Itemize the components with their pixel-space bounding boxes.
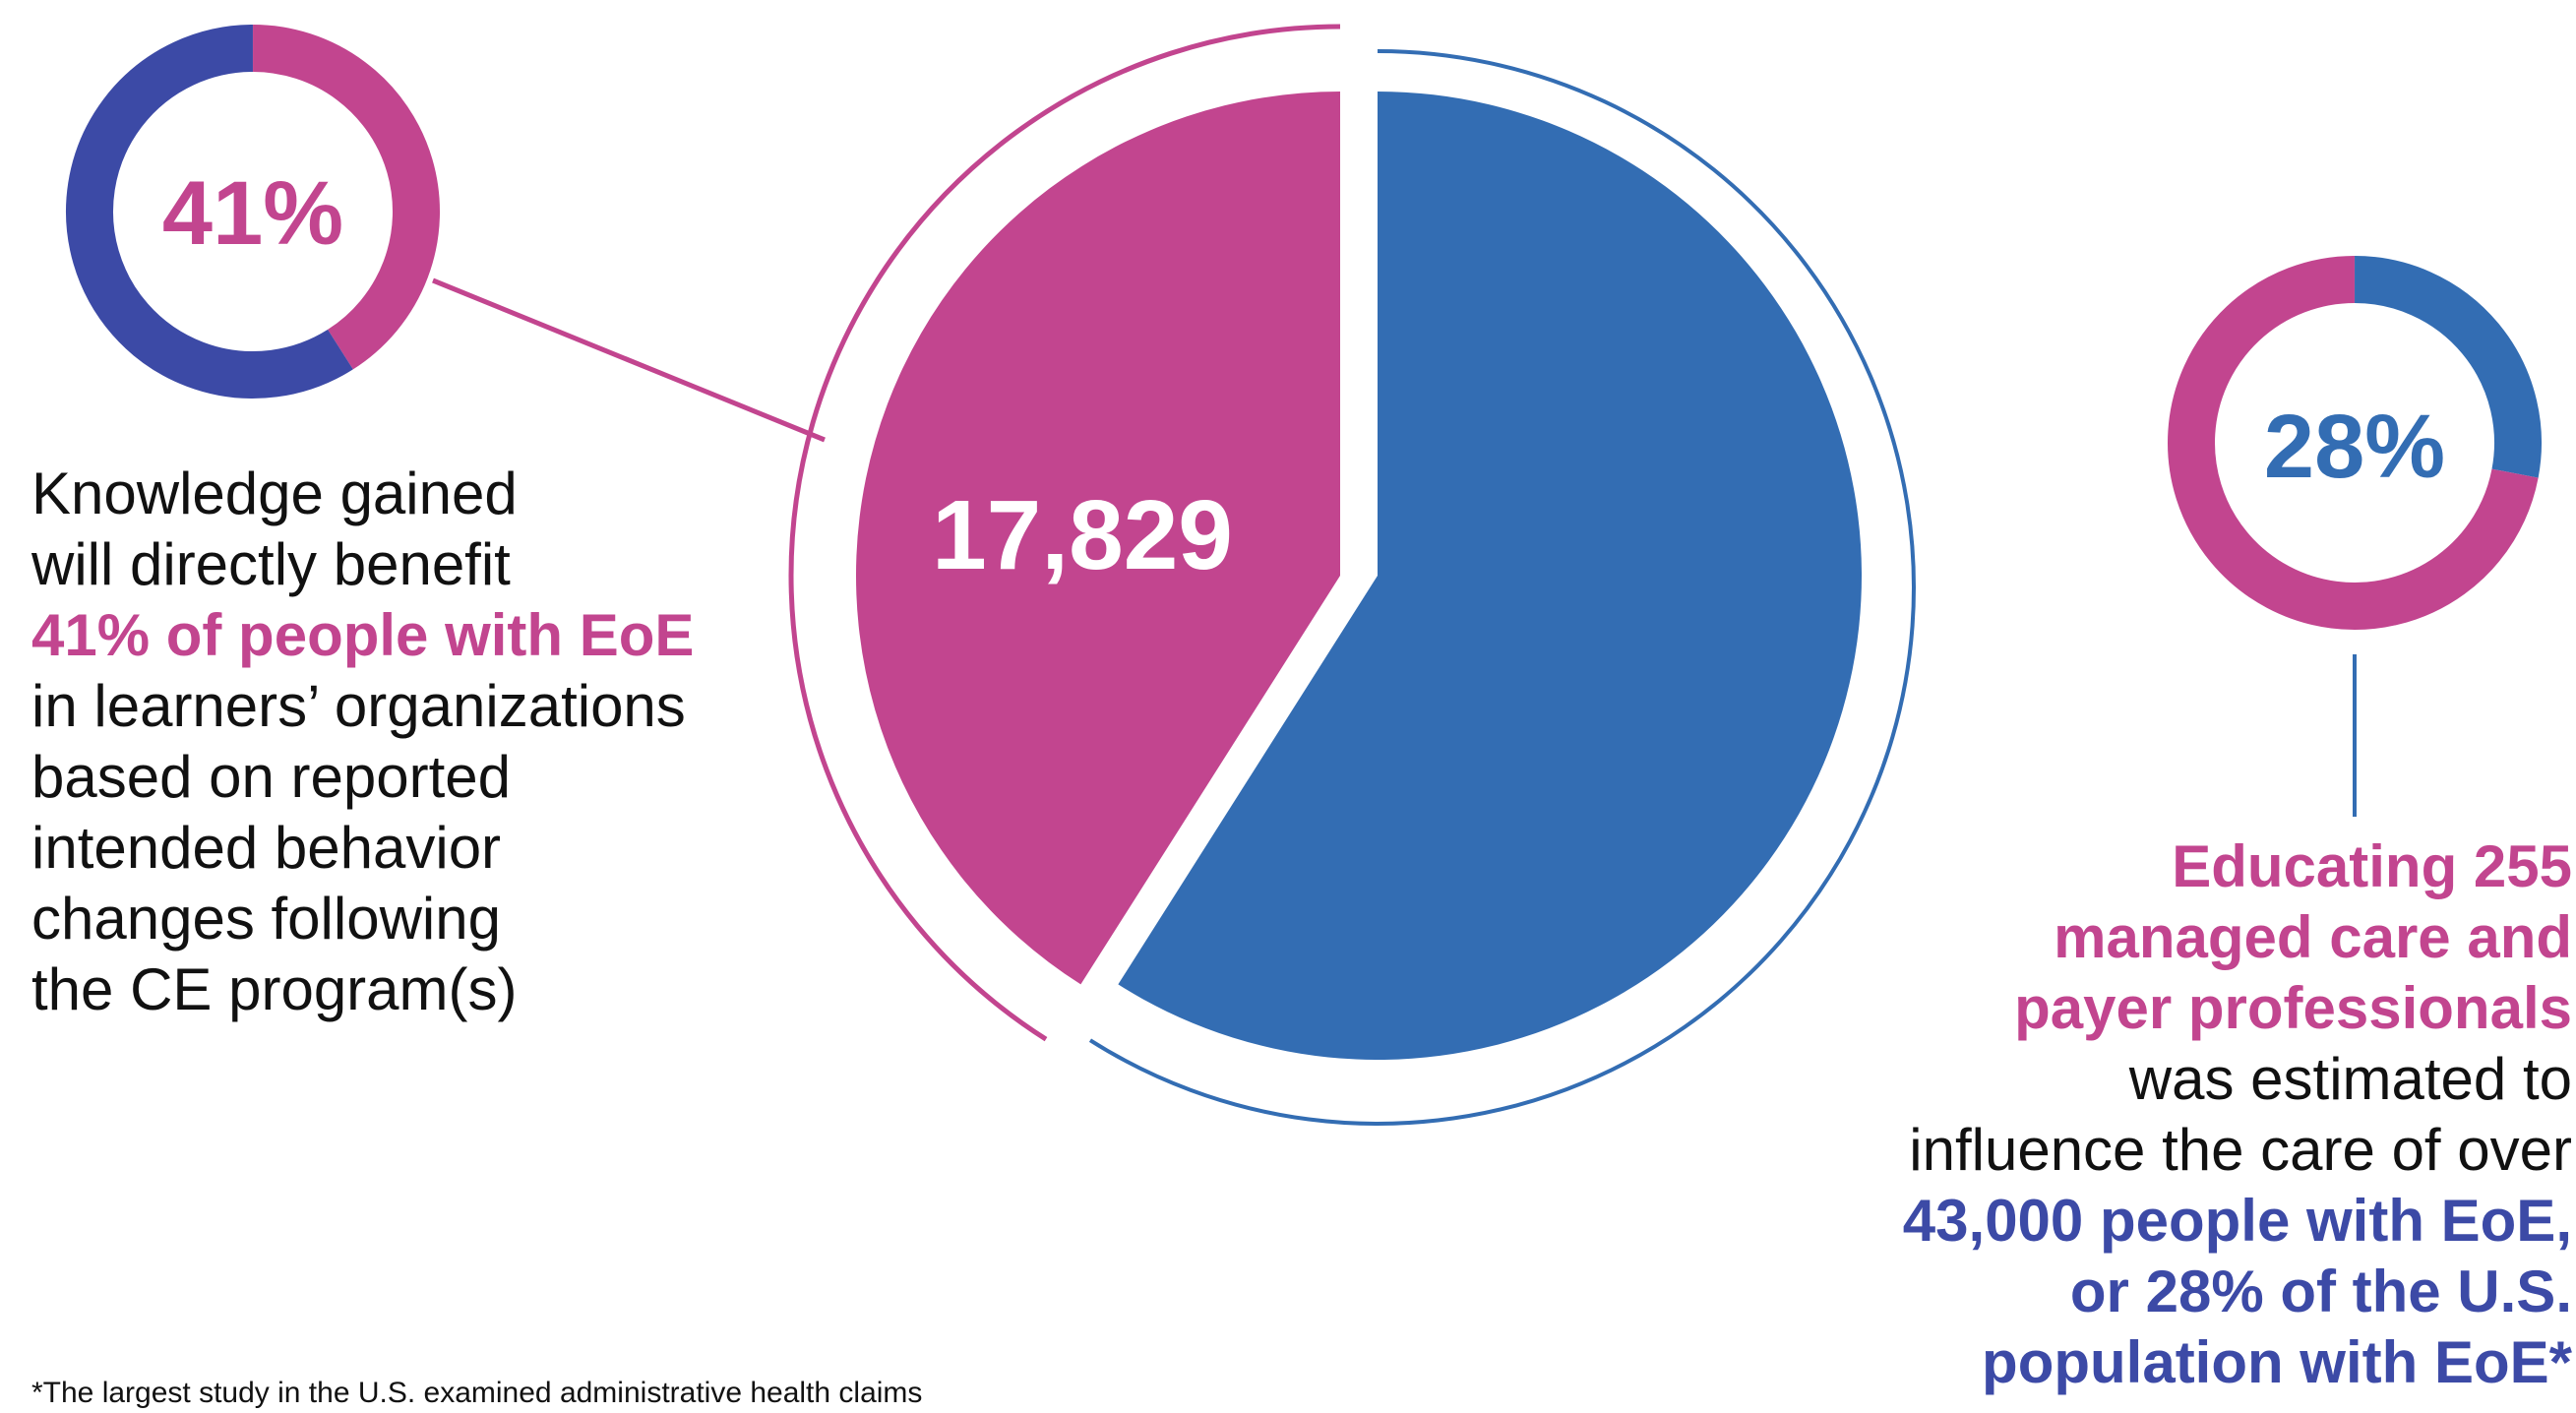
- right-callout-highlight-blue: population with EoE*: [1982, 1329, 2572, 1395]
- main-pie: 17,829: [788, 24, 1916, 1126]
- right-donut-arc-blue: [2354, 256, 2542, 478]
- right-callout-highlight-blue: or 28% of the U.S.: [2069, 1259, 2572, 1324]
- main-pie-slice-blue: [1118, 92, 1862, 1060]
- left-callout-line: will directly benefit: [31, 531, 511, 597]
- footnote: *The largest study in the U.S. examined …: [31, 1377, 923, 1409]
- left-callout-line: in learners’ organizations: [31, 673, 686, 739]
- left-callout-line: Knowledge gained: [31, 461, 518, 526]
- right-callout-highlight: payer professionals: [2014, 975, 2572, 1041]
- left-callout-line: intended behavior: [31, 815, 502, 881]
- right-callout-line: was estimated to: [2128, 1046, 2572, 1112]
- left-donut-arc-navy: [66, 25, 353, 399]
- left-donut: 41%: [66, 25, 440, 399]
- left-callout-line: based on reported: [31, 744, 512, 810]
- right-callout-highlight-blue: 43,000 people with EoE,: [1902, 1188, 2572, 1254]
- left-callout-highlight: 41% of people with EoE: [31, 602, 695, 668]
- left-connector-line: [432, 277, 826, 443]
- main-pie-center-value: 17,829: [932, 480, 1233, 590]
- left-donut-arc-pink: [252, 25, 440, 370]
- right-donut-center-value: 28%: [2264, 397, 2445, 497]
- main-pie-outer-arc-pink: [788, 24, 1341, 1042]
- right-donut-arc-pink: [2168, 256, 2539, 630]
- left-callout-line: the CE program(s): [31, 956, 518, 1022]
- right-callout-highlight: managed care and: [2054, 904, 2572, 970]
- right-callout-text: Educating 255 managed care and payer pro…: [1588, 831, 2572, 1398]
- left-donut-center-value: 41%: [162, 163, 343, 264]
- left-callout-line: changes following: [31, 886, 501, 952]
- right-donut: 28%: [2168, 256, 2542, 630]
- main-pie-slice-pink: [855, 92, 1340, 985]
- main-pie-outer-arc-blue: [1088, 49, 1916, 1126]
- right-callout-line: influence the care of over: [1909, 1117, 2572, 1183]
- right-callout-highlight: Educating 255: [2172, 833, 2572, 899]
- left-callout-text: Knowledge gained will directly benefit 4…: [31, 459, 779, 1025]
